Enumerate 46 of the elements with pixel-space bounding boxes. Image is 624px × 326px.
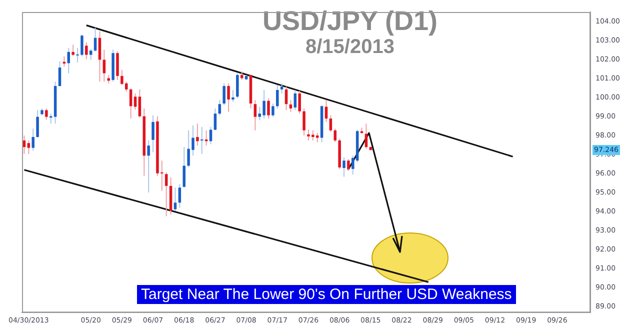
candlestick [267, 98, 270, 120]
candlestick [276, 84, 279, 109]
candlestick [116, 50, 119, 80]
candlestick [334, 128, 336, 143]
candlestick [347, 158, 350, 172]
candlestick [302, 108, 306, 136]
candlestick [102, 49, 106, 82]
text: 8/15/2013 [304, 36, 396, 59]
candlestick [45, 108, 48, 120]
candlestick [196, 123, 199, 146]
candlestick [294, 90, 297, 111]
candlestick [218, 100, 222, 116]
candlestick [214, 108, 217, 131]
candlestick [280, 82, 284, 94]
candlestick [236, 72, 239, 99]
candlestick [134, 92, 137, 110]
candlestick [232, 90, 234, 102]
candlestick [138, 88, 142, 118]
candlestick [129, 88, 132, 120]
candlestick [89, 48, 92, 60]
candlestick [182, 146, 186, 188]
candlestick [164, 172, 168, 217]
candlestick [289, 100, 292, 112]
candlestick [200, 126, 204, 154]
candlestick [324, 100, 328, 122]
candlestick [58, 60, 62, 88]
candlestick [152, 114, 154, 153]
candlestick [36, 110, 39, 138]
candlestick [98, 30, 102, 82]
candlestick [72, 44, 74, 56]
candlestick [27, 140, 30, 154]
candlestick [222, 82, 226, 106]
candlestick [272, 103, 274, 118]
candlestick [85, 42, 88, 60]
annotation: Target Near The Lower 90's On Further USD Weakness [137, 285, 516, 304]
candlestick [227, 82, 230, 112]
candlestick [178, 184, 182, 208]
candlestick [284, 86, 288, 111]
candlestick [342, 156, 346, 178]
candlestick [254, 100, 257, 131]
candlestick [174, 187, 177, 212]
candlestick [147, 140, 150, 194]
candlestick [298, 90, 301, 114]
candlestick [316, 132, 319, 143]
candlestick [32, 128, 34, 152]
candlestick [329, 114, 332, 133]
